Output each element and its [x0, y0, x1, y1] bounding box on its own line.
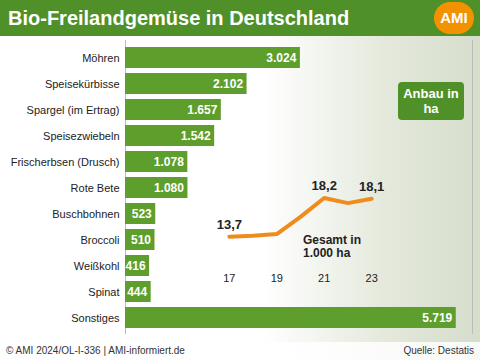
- svg-text:21: 21: [318, 272, 330, 284]
- svg-text:Sonstiges: Sonstiges: [71, 312, 120, 324]
- svg-text:Möhren: Möhren: [82, 52, 119, 64]
- html-text:Anbau in ha: Anbau in ha: [403, 86, 459, 116]
- svg-text:Rote Bete: Rote Bete: [71, 182, 120, 194]
- html-text:AMI: AMI: [440, 9, 468, 26]
- svg-text:1.078: 1.078: [154, 155, 184, 169]
- svg-text:23: 23: [366, 272, 378, 284]
- svg-text:523: 523: [132, 207, 152, 221]
- svg-text:2.102: 2.102: [213, 77, 243, 91]
- svg-text:13,7: 13,7: [217, 217, 242, 232]
- svg-text:1.657: 1.657: [187, 103, 217, 117]
- svg-text:Frischerbsen (Drusch): Frischerbsen (Drusch): [11, 156, 120, 168]
- svg-text:Speisekürbisse: Speisekürbisse: [45, 78, 120, 90]
- svg-text:444: 444: [127, 285, 147, 299]
- svg-text:3.024: 3.024: [266, 51, 296, 65]
- svg-text:Spargel (im Ertrag): Spargel (im Ertrag): [27, 104, 120, 116]
- svg-text:Weißkohl: Weißkohl: [74, 260, 120, 272]
- svg-text:416: 416: [126, 259, 146, 273]
- svg-text:1.542: 1.542: [181, 129, 211, 143]
- svg-text:Speisezwiebeln: Speisezwiebeln: [43, 130, 119, 142]
- svg-text:19: 19: [271, 272, 283, 284]
- svg-text:5.719: 5.719: [422, 311, 452, 325]
- svg-text:Buschbohnen: Buschbohnen: [52, 208, 119, 220]
- html-text:Bio-Freilandgemüse in Deutschl: Bio-Freilandgemüse in Deutschland: [8, 7, 350, 29]
- html-text:© AMI 2024/OL-I-336 | AMI-info: © AMI 2024/OL-I-336 | AMI-informiert.de: [6, 345, 185, 356]
- html-text:Gesamt in 1.000 ha: Gesamt in 1.000 ha: [303, 233, 361, 260]
- svg-text:Spinat: Spinat: [88, 286, 119, 298]
- html-text:Quelle: Destatis: Quelle: Destatis: [403, 345, 474, 356]
- svg-text:1.080: 1.080: [154, 181, 184, 195]
- svg-text:18,2: 18,2: [312, 178, 337, 193]
- svg-text:17: 17: [223, 272, 235, 284]
- svg-text:510: 510: [131, 233, 151, 247]
- svg-text:Broccoli: Broccoli: [80, 234, 119, 246]
- svg-text:18,1: 18,1: [359, 179, 384, 194]
